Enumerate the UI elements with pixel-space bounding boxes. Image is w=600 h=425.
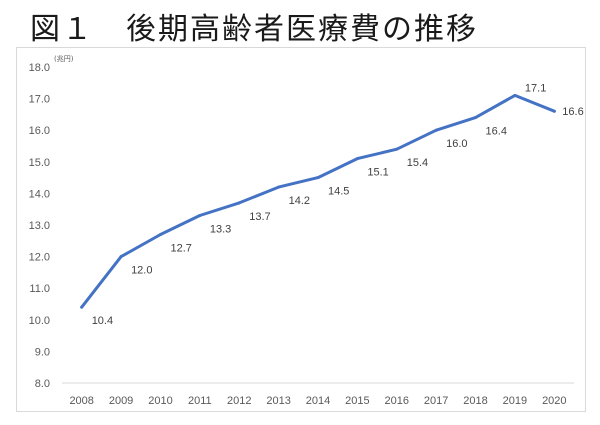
data-label: 10.4 bbox=[92, 315, 113, 327]
series-line bbox=[80, 93, 556, 309]
y-tick-label: 11.0 bbox=[29, 283, 50, 295]
data-label: 14.2 bbox=[289, 195, 310, 207]
y-tick-label: 13.0 bbox=[29, 220, 50, 232]
data-point bbox=[434, 128, 438, 132]
data-points bbox=[80, 93, 556, 309]
y-tick-labels: 8.0 9.0 10.0 11.0 12.0 13.0 14.0 15.0 16.0 17.0 18… bbox=[29, 62, 50, 390]
y-tick-label: 16.0 bbox=[29, 125, 50, 137]
y-tick-label: 10.0 bbox=[29, 315, 50, 327]
x-tick-label: 2014 bbox=[306, 395, 330, 407]
data-point bbox=[277, 185, 281, 189]
data-label: 14.5 bbox=[328, 186, 349, 198]
data-point bbox=[158, 232, 162, 236]
data-label: 12.0 bbox=[131, 265, 152, 277]
y-tick-label: 14.0 bbox=[29, 188, 50, 200]
x-tick-label: 2019 bbox=[503, 395, 527, 407]
x-tick-label: 2015 bbox=[345, 395, 369, 407]
data-label: 13.7 bbox=[249, 211, 270, 223]
data-label: 16.0 bbox=[446, 138, 467, 150]
x-tick-label: 2009 bbox=[109, 395, 133, 407]
data-point bbox=[80, 305, 84, 309]
x-tick-label: 2016 bbox=[385, 395, 409, 407]
data-labels: 10.4 12.0 12.7 13.3 13.7 14.2 14.5 15.1 15.4 16.0… bbox=[92, 82, 584, 327]
x-tick-labels: 2008 2009 2010 2011 2012 2013 2014 2015 2016 2017… bbox=[69, 395, 566, 407]
y-tick-label: 15.0 bbox=[29, 157, 50, 169]
data-point bbox=[355, 157, 359, 161]
y-tick-label: 12.0 bbox=[29, 252, 50, 264]
data-point bbox=[119, 255, 123, 259]
data-label: 15.1 bbox=[367, 167, 388, 179]
data-point bbox=[395, 147, 399, 151]
x-tick-label: 2010 bbox=[148, 395, 172, 407]
data-label: 16.6 bbox=[562, 106, 583, 118]
chart-frame bbox=[16, 47, 586, 412]
x-tick-label: 2012 bbox=[227, 395, 251, 407]
x-tick-label: 2017 bbox=[424, 395, 448, 407]
data-label: 17.1 bbox=[525, 82, 546, 94]
x-tick-label: 2013 bbox=[266, 395, 290, 407]
data-point bbox=[474, 116, 478, 120]
y-unit-label: (兆円) bbox=[54, 54, 74, 63]
data-label: 16.4 bbox=[486, 126, 507, 138]
x-tick-label: 2011 bbox=[188, 395, 212, 407]
data-point bbox=[513, 93, 517, 97]
data-label: 15.4 bbox=[407, 157, 428, 169]
y-tick-label: 17.0 bbox=[29, 94, 50, 106]
data-point bbox=[198, 214, 202, 218]
data-point bbox=[552, 109, 556, 113]
x-tick-label: 2020 bbox=[542, 395, 566, 407]
page-title: 図１ 後期高齢者医療費の推移 bbox=[30, 12, 478, 47]
y-tick-label: 8.0 bbox=[35, 378, 50, 390]
data-label: 13.3 bbox=[210, 224, 231, 236]
data-point bbox=[316, 176, 320, 180]
data-label: 12.7 bbox=[170, 242, 191, 254]
y-tick-label: 9.0 bbox=[35, 346, 50, 358]
data-point bbox=[237, 201, 241, 205]
x-tick-label: 2008 bbox=[69, 395, 93, 407]
y-tick-label: 18.0 bbox=[29, 62, 50, 74]
x-tick-label: 2018 bbox=[463, 395, 487, 407]
